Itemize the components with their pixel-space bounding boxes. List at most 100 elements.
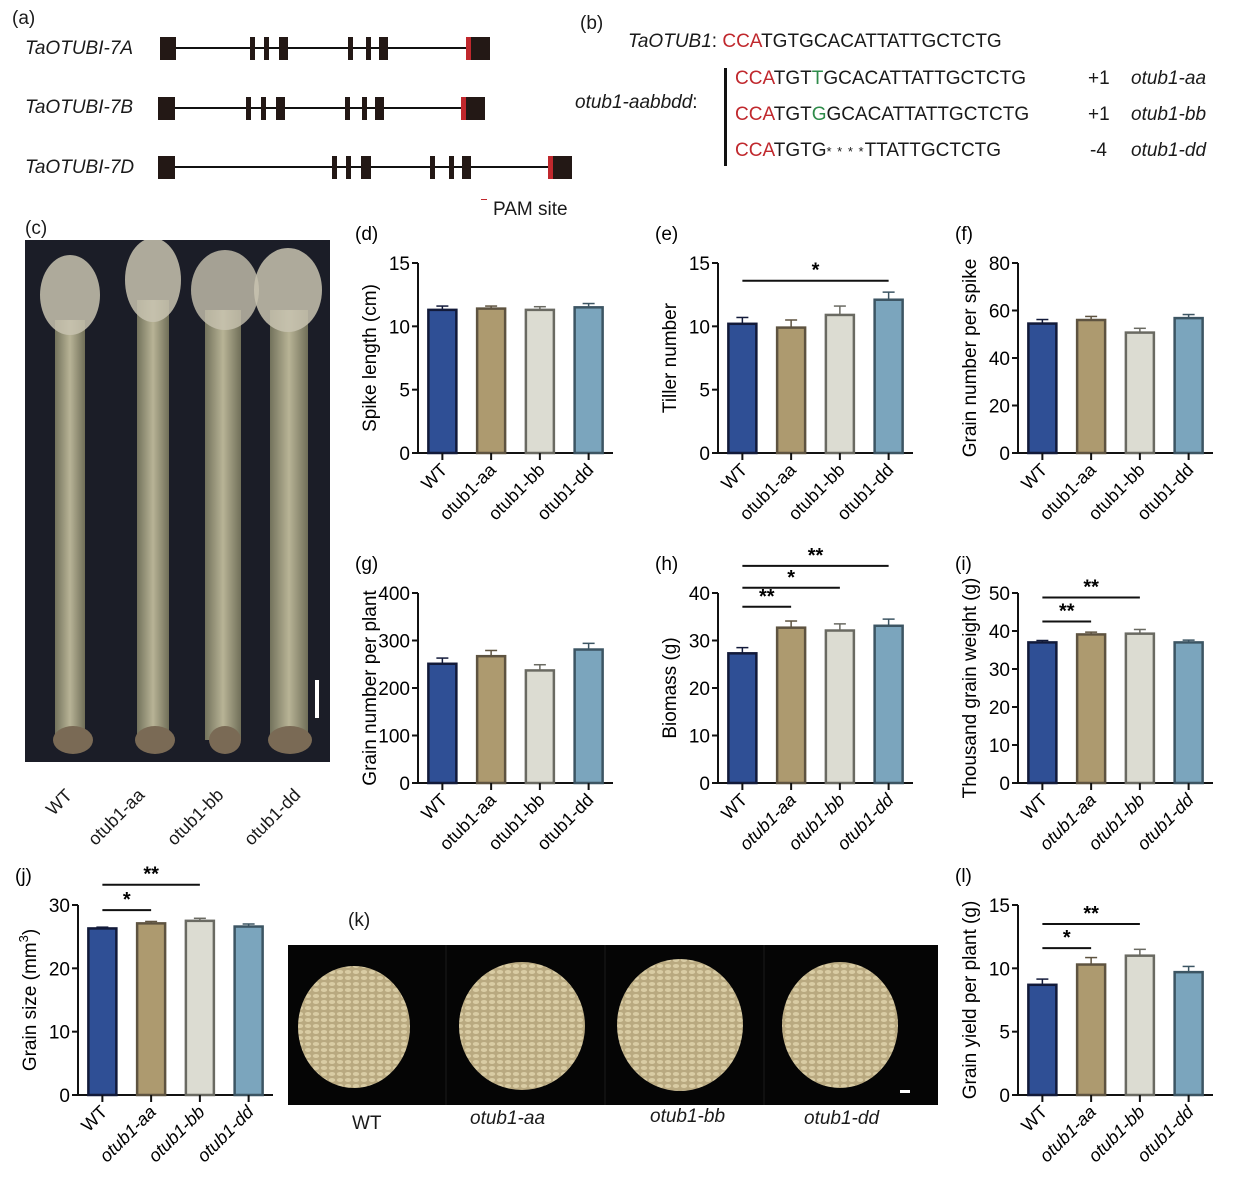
bar-WT — [427, 662, 458, 785]
y-tick-label: 0 — [399, 444, 410, 465]
plant-label-otub1-aa: otub1-aa — [84, 784, 149, 850]
y-tick-label: 100 — [378, 727, 410, 748]
panel-a-label: (a) — [12, 8, 36, 29]
y-tick-label: 5 — [999, 1023, 1010, 1044]
x-tick-label: WT — [417, 790, 451, 824]
bar-otub1-dd — [873, 624, 904, 785]
bar-WT — [727, 652, 758, 785]
y-tick-label: 30 — [49, 896, 70, 917]
pam-legend-swatch — [481, 199, 487, 200]
bar-otub1-aa — [475, 307, 507, 455]
y-axis-label: Grain size (mm3) — [16, 929, 41, 1071]
gene-name-7a: TaOTUBI-7A — [25, 38, 134, 59]
panel-c-label: (c) — [25, 218, 48, 239]
chart-grain-number-per-plant: (g) 0 100 200 300 400 Grain number per plant WT… — [340, 548, 640, 888]
y-tick-label: 0 — [999, 1086, 1010, 1107]
grain-label-otub1-dd: otub1-dd — [804, 1108, 880, 1129]
deletion-marks: * * * * — [826, 144, 865, 159]
plant-label-wt: WT — [42, 785, 76, 820]
grain-pile-otub1-aa — [459, 962, 585, 1090]
y-tick-label: 0 — [699, 444, 710, 465]
pam-legend-label: PAM site — [493, 199, 568, 220]
grain-pile-otub1-dd — [782, 962, 898, 1088]
mutant-bracket-line — [724, 68, 727, 166]
y-tick-label: 60 — [989, 302, 1010, 323]
y-tick-label: 0 — [59, 1086, 70, 1107]
x-tick-label: WT — [1017, 790, 1051, 824]
chart-grain-number-per-spike: (f) 0 20 40 60 80 Grain number per spike WT otub… — [940, 218, 1236, 548]
gene-model-7b — [158, 97, 485, 120]
y-axis-label: Biomass (g) — [660, 637, 681, 738]
y-tick-label: 15 — [389, 254, 410, 275]
bar-otub1-dd — [233, 925, 264, 1097]
y-tick-label: 30 — [689, 632, 710, 653]
panel-label: (l) — [955, 866, 972, 887]
bar-otub1-bb — [524, 308, 556, 455]
y-tick-label: 10 — [989, 959, 1010, 980]
panel-label: (f) — [955, 224, 973, 245]
bar-otub1-dd — [573, 306, 604, 455]
y-tick-label: 10 — [689, 317, 710, 338]
mutant-row-aa: CCATGTTGCACATTATTGCTCTG — [735, 68, 1026, 90]
chart-spike-length: (d) 0 5 10 15 Spike length (cm) WT otub1-aa otub… — [340, 218, 640, 548]
bar-otub1-aa — [1075, 633, 1107, 785]
significance-label: ** — [808, 545, 824, 567]
bar-WT — [1027, 641, 1058, 785]
y-axis-label: Grain yield per plant (g) — [960, 901, 981, 1100]
colon: : — [692, 92, 698, 113]
mutant-row-bb: CCATGTGGCACATTATTGCTCTG — [735, 104, 1029, 126]
bar-otub1-dd — [1173, 316, 1204, 455]
reference-gene-name: TaOTUB1 — [628, 31, 712, 52]
mutation-change: -4 — [1090, 140, 1107, 161]
bar-WT — [1027, 322, 1058, 455]
bar-WT — [427, 308, 458, 455]
wheat-plants-illustration — [40, 240, 322, 754]
grain-label-wt: WT — [352, 1113, 382, 1134]
pam-sequence: CCA — [722, 31, 762, 52]
sequence-part: TGT — [773, 104, 812, 125]
significance-label: ** — [143, 864, 159, 886]
x-tick-label: WT — [1017, 1102, 1051, 1136]
panel-label: (i) — [955, 554, 972, 575]
bar-otub1-bb — [1124, 331, 1156, 455]
y-axis-label: Spike length (cm) — [360, 284, 381, 432]
significance-label: * — [787, 567, 795, 589]
y-tick-label: 15 — [689, 254, 710, 275]
chart-biomass: (h) 0 10 20 30 40 Biomass (g) WT otub1-aa otub1-b… — [640, 545, 940, 888]
x-tick-label: WT — [717, 460, 751, 494]
plant-label-otub1-dd: otub1-dd — [240, 784, 305, 850]
y-tick-label: 40 — [989, 349, 1010, 370]
y-axis-label: Tiller number — [660, 302, 681, 413]
bar-otub1-aa — [135, 922, 167, 1097]
plant-otub1-aa — [125, 240, 181, 754]
mutant-row-dd: CCATGTG* * * *TTATTGCTCTG — [735, 140, 1001, 162]
sequence-part: TGTG — [773, 140, 827, 161]
bar-chart-svg: (i) 0 10 20 30 40 50 Thousand grain weight (g) W… — [955, 554, 1213, 854]
gene-structure-diagram — [158, 37, 572, 200]
mutation-change: +1 — [1088, 68, 1110, 89]
pam-site-marker — [461, 97, 466, 120]
y-tick-label: 0 — [999, 774, 1010, 795]
y-tick-label: 0 — [699, 774, 710, 795]
y-tick-label: 15 — [989, 896, 1010, 917]
gene-model-7a — [160, 37, 490, 60]
panel-label: (h) — [655, 554, 678, 575]
y-tick-label: 30 — [989, 660, 1010, 681]
gene-name-7b: TaOTUBI-7B — [25, 97, 134, 118]
x-tick-label: WT — [717, 790, 751, 824]
reference-sequence-row: TaOTUB1: CCATGTGCACATTATTGCTCTG — [628, 31, 1002, 53]
bar-otub1-aa — [1075, 318, 1107, 455]
mutant-group-label: otub1-aabbdd: — [575, 92, 698, 114]
bar-otub1-bb — [824, 629, 856, 785]
pam-sequence: CCA — [735, 104, 774, 125]
wheat-plants-photo — [25, 240, 330, 762]
significance-label: ** — [759, 586, 775, 608]
y-axis-label: Grain number per spike — [960, 259, 981, 458]
panel-label: (g) — [355, 554, 378, 575]
plant-otub1-bb — [191, 250, 259, 754]
significance-label: ** — [1059, 601, 1075, 623]
